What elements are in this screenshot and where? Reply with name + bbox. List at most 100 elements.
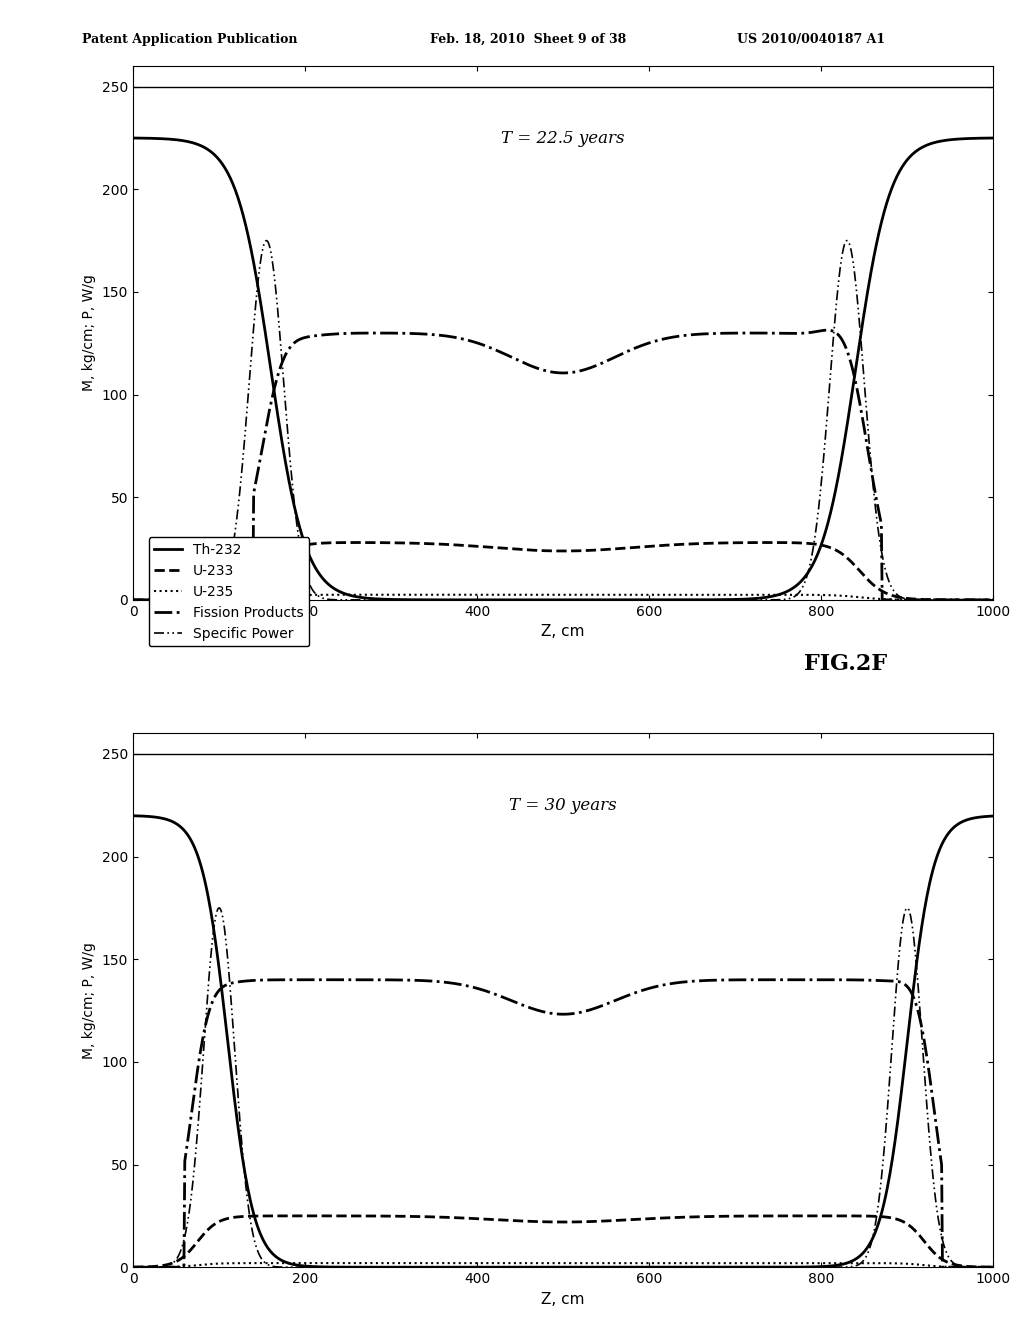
Line: Th-232: Th-232 (133, 139, 993, 599)
Specific Power (719, 591, 731, 607)
Line: Specific Power: Specific Power (133, 908, 993, 1267)
Th-232 (987, 808, 999, 824)
U-235 (127, 591, 139, 607)
U-235 (215, 591, 227, 607)
U-235 (719, 587, 731, 603)
Th-232 (799, 1259, 811, 1275)
Specific Power (800, 573, 812, 589)
U-233 (476, 539, 488, 554)
U-233 (799, 535, 811, 550)
Th-232 (561, 1259, 573, 1275)
Th-232 (506, 591, 518, 607)
U-233 (215, 590, 227, 606)
U-235 (987, 591, 999, 607)
Y-axis label: M, kg/cm; P, W/g: M, kg/cm; P, W/g (82, 275, 96, 391)
Fission Products (718, 325, 730, 341)
Fission Products (814, 972, 826, 987)
Line: U-235: U-235 (133, 1263, 993, 1267)
Th-232 (719, 1259, 731, 1275)
Specific Power (987, 1259, 999, 1275)
Th-232 (215, 154, 227, 170)
Line: Th-232: Th-232 (133, 816, 993, 1267)
Th-232 (215, 975, 227, 991)
Fission Products (215, 981, 227, 997)
Fission Products (475, 982, 487, 998)
U-233 (507, 1213, 519, 1229)
U-235 (814, 587, 826, 603)
Fission Products (718, 972, 730, 987)
U-233 (814, 537, 826, 553)
Fission Products (813, 323, 825, 339)
Th-232 (799, 569, 811, 585)
U-235 (987, 1259, 999, 1275)
Line: U-233: U-233 (133, 1216, 993, 1267)
Specific Power (260, 232, 272, 248)
Text: Feb. 18, 2010  Sheet 9 of 38: Feb. 18, 2010 Sheet 9 of 38 (430, 33, 627, 46)
Specific Power (215, 903, 227, 919)
Line: Fission Products: Fission Products (133, 979, 993, 1267)
X-axis label: Z, cm: Z, cm (542, 1291, 585, 1307)
U-235 (215, 1255, 227, 1271)
U-235 (475, 587, 487, 603)
Th-232 (475, 1259, 487, 1275)
Fission Products (215, 591, 227, 607)
Fission Products (821, 322, 834, 338)
U-235 (506, 1255, 518, 1271)
Specific Power (127, 591, 139, 607)
U-233 (127, 591, 139, 607)
U-233 (127, 1259, 139, 1275)
Line: U-235: U-235 (133, 595, 993, 599)
Fission Products (127, 1259, 139, 1275)
U-235 (799, 587, 811, 603)
U-233 (215, 1213, 227, 1229)
Th-232 (475, 591, 487, 607)
Line: Fission Products: Fission Products (133, 330, 993, 599)
Specific Power (475, 1259, 487, 1275)
Line: U-233: U-233 (133, 543, 993, 599)
Specific Power (551, 591, 563, 607)
Th-232 (557, 591, 569, 607)
U-233 (814, 1208, 826, 1224)
Th-232 (814, 540, 826, 556)
U-235 (475, 1255, 487, 1271)
Legend: Th-232, U-233, U-235, Fission Products, Specific Power: Th-232, U-233, U-235, Fission Products, … (148, 537, 309, 647)
Specific Power (507, 591, 519, 607)
Text: FIG.2F: FIG.2F (804, 653, 887, 676)
Specific Power (814, 1259, 826, 1275)
Specific Power (557, 1259, 569, 1275)
U-235 (555, 1255, 567, 1271)
Fission Products (987, 1259, 999, 1275)
Th-232 (814, 1259, 826, 1275)
Text: T = 22.5 years: T = 22.5 years (502, 131, 625, 147)
U-233 (476, 1210, 488, 1226)
U-233 (987, 591, 999, 607)
U-235 (719, 1255, 731, 1271)
Th-232 (719, 591, 731, 607)
Th-232 (987, 131, 999, 147)
U-235 (799, 1255, 811, 1271)
Specific Power (127, 1259, 139, 1275)
Y-axis label: M, kg/cm; P, W/g: M, kg/cm; P, W/g (82, 942, 96, 1059)
Fission Products (506, 350, 518, 366)
Specific Power (719, 1259, 731, 1275)
U-233 (799, 1208, 811, 1224)
U-233 (719, 535, 731, 550)
Fission Products (798, 325, 810, 341)
U-233 (719, 1208, 731, 1224)
Fission Products (506, 993, 518, 1008)
Specific Power (815, 477, 827, 492)
Fission Products (127, 591, 139, 607)
U-235 (127, 1259, 139, 1275)
Text: Patent Application Publication: Patent Application Publication (82, 33, 297, 46)
U-235 (814, 1255, 826, 1271)
U-235 (557, 587, 569, 603)
U-233 (507, 541, 519, 557)
Text: US 2010/0040187 A1: US 2010/0040187 A1 (737, 33, 886, 46)
Specific Power (799, 1259, 811, 1275)
Th-232 (127, 808, 139, 824)
Th-232 (127, 131, 139, 147)
Fission Products (799, 972, 811, 987)
U-233 (350, 535, 362, 550)
Specific Power (476, 591, 488, 607)
Th-232 (506, 1259, 518, 1275)
